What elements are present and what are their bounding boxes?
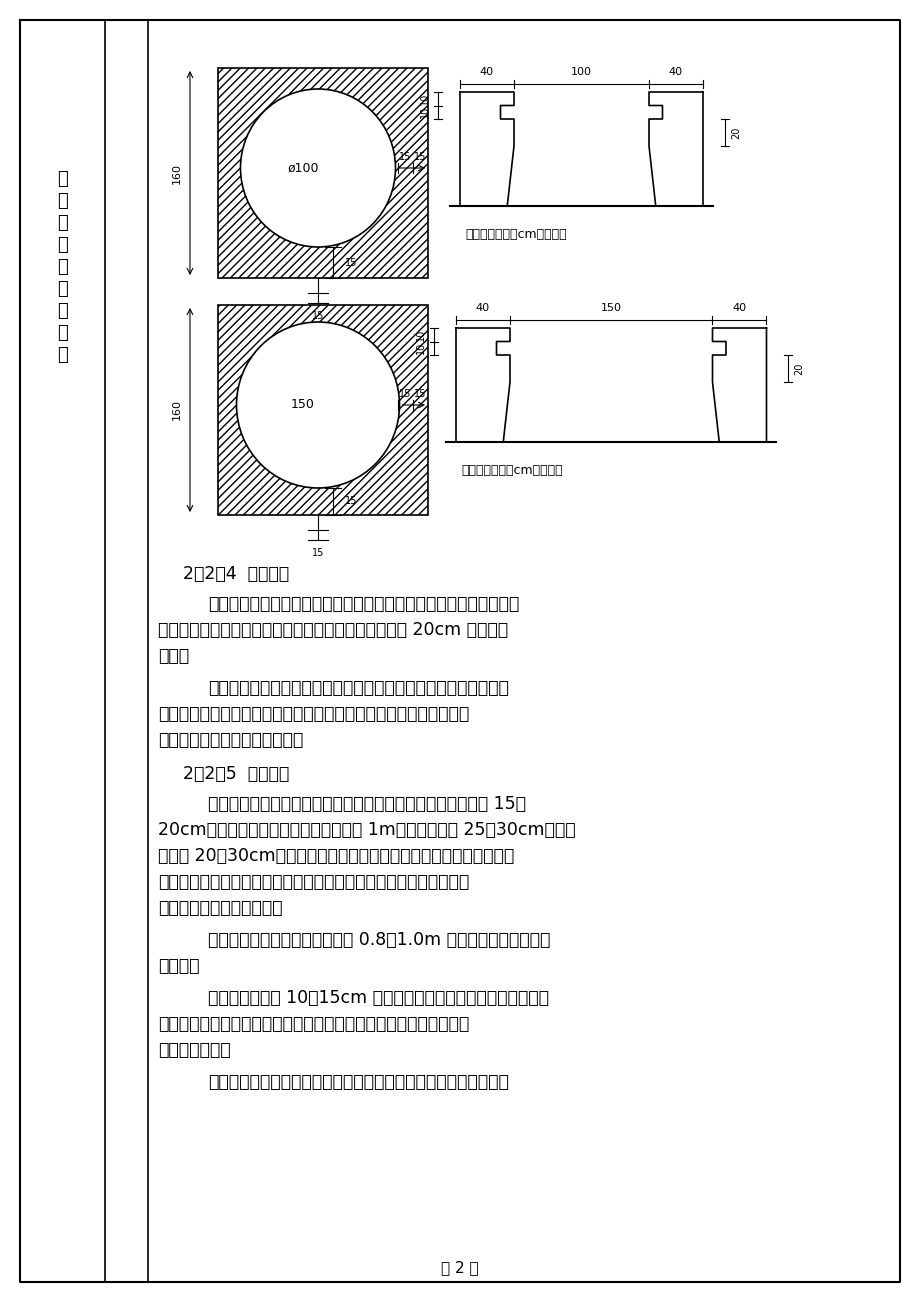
Text: 注：本图尺寸以cm为单位。: 注：本图尺寸以cm为单位。 — [464, 228, 566, 241]
Text: 下应采用钢筋混凝土护壁。: 下应采用钢筋混凝土护壁。 — [158, 898, 282, 917]
Bar — [218, 305, 427, 516]
Text: 15: 15 — [399, 152, 411, 161]
Text: 操: 操 — [58, 280, 68, 298]
Text: 速混凝土的凝结，可掺入速凝剂。模板不需光滑平整，以利于与桩体: 速混凝土的凝结，可掺入速凝剂。模板不需光滑平整，以利于与桩体 — [158, 1016, 469, 1032]
Bar — [218, 68, 427, 279]
Text: 15: 15 — [399, 389, 411, 398]
Text: 土护壁。: 土护壁。 — [158, 957, 199, 975]
Text: 20cm，第一节混凝土护壁（原地面以下 1m）径向厚度为 25～30cm，宜高: 20cm，第一节混凝土护壁（原地面以下 1m）径向厚度为 25～30cm，宜高 — [158, 822, 575, 838]
Text: 凹凸不平，以增加桩的摩擦力。: 凹凸不平，以增加桩的摩擦力。 — [158, 730, 303, 749]
Text: 10: 10 — [415, 342, 425, 354]
Text: 大小。: 大小。 — [158, 647, 189, 665]
Text: 两节护壁之间留 10～15cm 的空隙，以便混凝土的灌注施工。为加: 两节护壁之间留 10～15cm 的空隙，以便混凝土的灌注施工。为加 — [208, 990, 549, 1006]
Text: 160: 160 — [172, 400, 182, 421]
Text: 2．2．5  护壁施工: 2．2．5 护壁施工 — [183, 766, 289, 783]
Text: 混凝土的联结。: 混凝土的联结。 — [158, 1042, 231, 1059]
Ellipse shape — [236, 322, 399, 488]
Text: 15: 15 — [345, 258, 357, 267]
Text: 钎破碎，挖土顺序为先挖中间后挖周边，按设计桩径加 20cm 控制截面: 钎破碎，挖土顺序为先挖中间后挖周边，按设计桩径加 20cm 控制截面 — [158, 621, 507, 639]
Text: ø100: ø100 — [287, 161, 318, 174]
Text: 出地面 20～30cm，使其成为井口围圈，以阻挡井上土石及其它物体滚: 出地面 20～30cm，使其成为井口围圈，以阻挡井上土石及其它物体滚 — [158, 848, 514, 865]
Bar — [218, 305, 427, 516]
Bar — [218, 68, 427, 279]
Text: － 2 －: － 2 － — [441, 1260, 478, 1276]
Text: 孔内挖出的土采用提升设备垂直运输到地面，堆积到指定地点，防: 孔内挖出的土采用提升设备垂直运输到地面，堆积到指定地点，防 — [208, 680, 508, 697]
Text: 15: 15 — [414, 389, 426, 398]
Text: 40: 40 — [732, 303, 745, 312]
Text: 程: 程 — [58, 214, 68, 232]
Text: 施: 施 — [58, 171, 68, 187]
Text: 该方法适用于各类土层，每挖掘 0.8～1.0m 深时，即立模灌注混凝: 该方法适用于各类土层，每挖掘 0.8～1.0m 深时，即立模灌注混凝 — [208, 931, 550, 949]
Text: 15: 15 — [312, 311, 323, 322]
Ellipse shape — [240, 89, 395, 247]
Text: 2．2．4  桩孔开挖: 2．2．4 桩孔开挖 — [183, 565, 289, 583]
Text: 人工挖孔必须施作护壁，护壁可采用混凝土护壁，径向厚度为 15～: 人工挖孔必须施作护壁，护壁可采用混凝土护壁，径向厚度为 15～ — [208, 796, 526, 812]
Text: 20: 20 — [794, 362, 803, 375]
Text: 工: 工 — [58, 191, 68, 210]
Text: 20: 20 — [731, 126, 740, 139]
Text: 160: 160 — [172, 163, 182, 184]
Text: 10: 10 — [415, 328, 425, 341]
Text: 40: 40 — [475, 303, 490, 312]
Text: 采用从上到下逐层用镐、锹进行开挖，遇坚硬土或大块弧石采用锤、: 采用从上到下逐层用镐、锹进行开挖，遇坚硬土或大块弧石采用锤、 — [208, 595, 518, 613]
Text: 10: 10 — [420, 107, 429, 118]
Text: 15: 15 — [312, 548, 323, 559]
Text: 100: 100 — [571, 66, 591, 77]
Text: 15: 15 — [345, 496, 357, 506]
Text: 150: 150 — [290, 398, 314, 411]
Text: 止污染环境。注意挖孔过程中，不要将孔壁修成光面，要使孔壁稍有: 止污染环境。注意挖孔过程中，不要将孔壁修成光面，要使孔壁稍有 — [158, 704, 469, 723]
Text: 入井下伤人，并且便于挡水和定位。护壁施工在地质条件不好的情况: 入井下伤人，并且便于挡水和定位。护壁施工在地质条件不好的情况 — [158, 874, 469, 891]
Text: 10: 10 — [420, 92, 429, 105]
Text: 序: 序 — [58, 236, 68, 254]
Text: 150: 150 — [600, 303, 621, 312]
Text: 及: 及 — [58, 258, 68, 276]
Text: 作: 作 — [58, 302, 68, 320]
Text: 点: 点 — [58, 346, 68, 365]
Text: 40: 40 — [480, 66, 494, 77]
Text: 为了进一步提高柱身砼与护壁的粘结，也为了砼入模方便，护壁方: 为了进一步提高柱身砼与护壁的粘结，也为了砼入模方便，护壁方 — [208, 1073, 508, 1091]
Text: 注：本图尺寸以cm为单位。: 注：本图尺寸以cm为单位。 — [460, 464, 562, 477]
Text: 15: 15 — [414, 152, 426, 161]
Text: 40: 40 — [668, 66, 682, 77]
Text: 要: 要 — [58, 324, 68, 342]
